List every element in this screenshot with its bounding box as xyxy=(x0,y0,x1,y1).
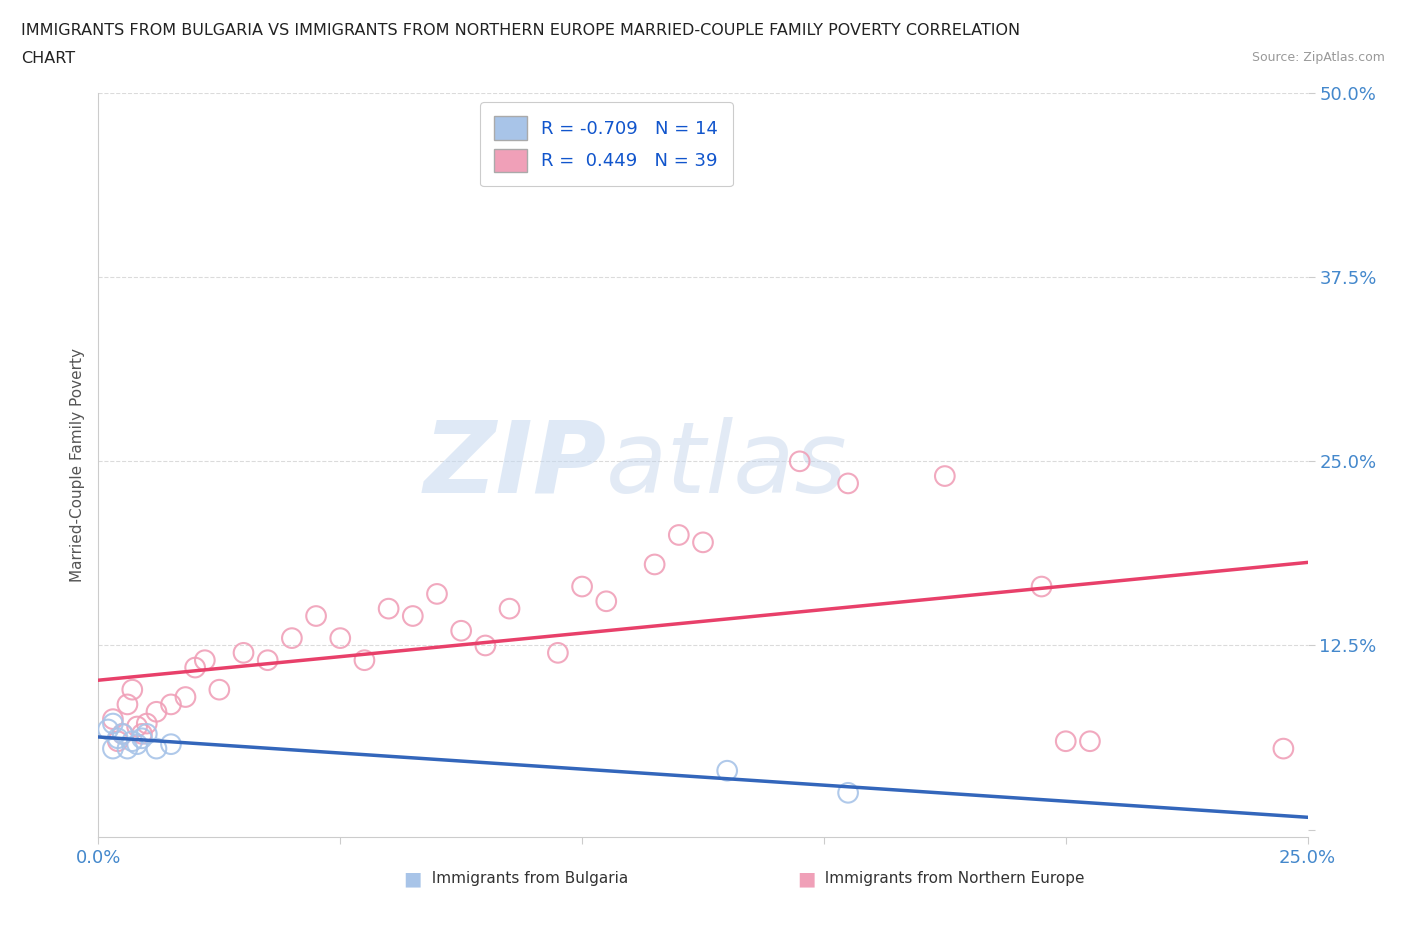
Point xyxy=(117,741,139,756)
Point xyxy=(377,601,399,616)
Point xyxy=(281,631,304,645)
Point xyxy=(160,697,183,711)
Point xyxy=(1031,579,1053,594)
Point xyxy=(571,579,593,594)
Point xyxy=(107,734,129,749)
Point xyxy=(934,469,956,484)
Point xyxy=(194,653,217,668)
Point xyxy=(595,594,617,609)
Point xyxy=(121,683,143,698)
Point xyxy=(547,645,569,660)
Point xyxy=(402,608,425,623)
Point xyxy=(127,737,149,751)
Text: CHART: CHART xyxy=(21,51,75,66)
Point xyxy=(789,454,811,469)
Point xyxy=(208,683,231,698)
Point xyxy=(97,722,120,737)
Point xyxy=(353,653,375,668)
Point xyxy=(174,690,197,705)
Point xyxy=(184,660,207,675)
Point xyxy=(127,719,149,734)
Point xyxy=(131,726,153,741)
Point xyxy=(160,737,183,751)
Point xyxy=(668,527,690,542)
Point xyxy=(426,587,449,602)
Point xyxy=(474,638,496,653)
Point xyxy=(450,623,472,638)
Point xyxy=(644,557,666,572)
Point xyxy=(1272,741,1295,756)
Point xyxy=(1054,734,1077,749)
Legend: R = -0.709   N = 14, R =  0.449   N = 39: R = -0.709 N = 14, R = 0.449 N = 39 xyxy=(479,102,733,186)
Text: ■: ■ xyxy=(797,870,815,888)
Text: ■: ■ xyxy=(404,870,422,888)
Point xyxy=(716,764,738,778)
Point xyxy=(837,785,859,800)
Text: atlas: atlas xyxy=(606,417,848,513)
Point xyxy=(135,726,157,741)
Point xyxy=(1078,734,1101,749)
Point xyxy=(498,601,520,616)
Point xyxy=(135,716,157,731)
Point xyxy=(305,608,328,623)
Point xyxy=(131,731,153,746)
Point xyxy=(145,741,167,756)
Point xyxy=(101,716,124,731)
Point xyxy=(111,726,134,741)
Point xyxy=(101,711,124,726)
Point xyxy=(145,704,167,719)
Point xyxy=(232,645,254,660)
Text: IMMIGRANTS FROM BULGARIA VS IMMIGRANTS FROM NORTHERN EUROPE MARRIED-COUPLE FAMIL: IMMIGRANTS FROM BULGARIA VS IMMIGRANTS F… xyxy=(21,23,1021,38)
Point xyxy=(329,631,352,645)
Point xyxy=(121,734,143,749)
Text: ZIP: ZIP xyxy=(423,417,606,513)
Point xyxy=(107,731,129,746)
Point xyxy=(101,741,124,756)
Text: Immigrants from Northern Europe: Immigrants from Northern Europe xyxy=(815,871,1085,886)
Point xyxy=(256,653,278,668)
Point xyxy=(692,535,714,550)
Text: Immigrants from Bulgaria: Immigrants from Bulgaria xyxy=(422,871,628,886)
Y-axis label: Married-Couple Family Poverty: Married-Couple Family Poverty xyxy=(69,348,84,582)
Point xyxy=(111,726,134,741)
Point xyxy=(837,476,859,491)
Text: Source: ZipAtlas.com: Source: ZipAtlas.com xyxy=(1251,51,1385,64)
Point xyxy=(117,697,139,711)
